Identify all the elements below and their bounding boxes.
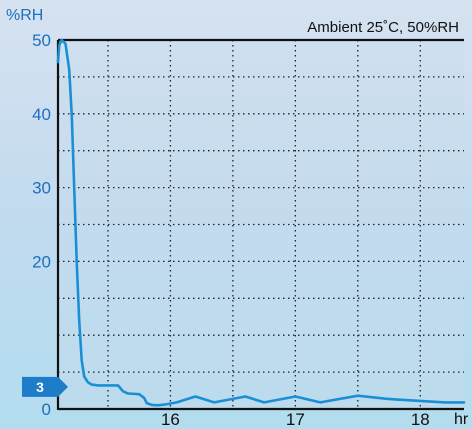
tick-labels: 0 20 30 40 50 16 17 18: [32, 31, 430, 429]
marker-arrow: [22, 376, 68, 397]
axes: [56, 38, 464, 411]
y-axis-title: %RH: [6, 7, 43, 24]
x-tick-label-16: 16: [161, 410, 180, 429]
y-tick-label-30: 30: [32, 179, 51, 198]
marker-label: 3: [36, 379, 44, 395]
y-tick-label-20: 20: [32, 252, 51, 271]
series-line-0: [56, 38, 466, 407]
y-tick-label-40: 40: [32, 105, 51, 124]
x-tick-label-18: 18: [411, 410, 430, 429]
y-tick-label-50: 50: [32, 31, 51, 50]
series: [56, 38, 466, 407]
ambient-annotation: Ambient 25˚C, 50%RH: [307, 19, 459, 36]
y-tick-label-0: 0: [42, 400, 51, 419]
x-axis-title: hr: [454, 411, 469, 428]
grid: [58, 40, 464, 409]
plot-area: [58, 40, 464, 409]
x-tick-label-17: 17: [286, 410, 305, 429]
current-value-marker: 3: [22, 376, 68, 397]
